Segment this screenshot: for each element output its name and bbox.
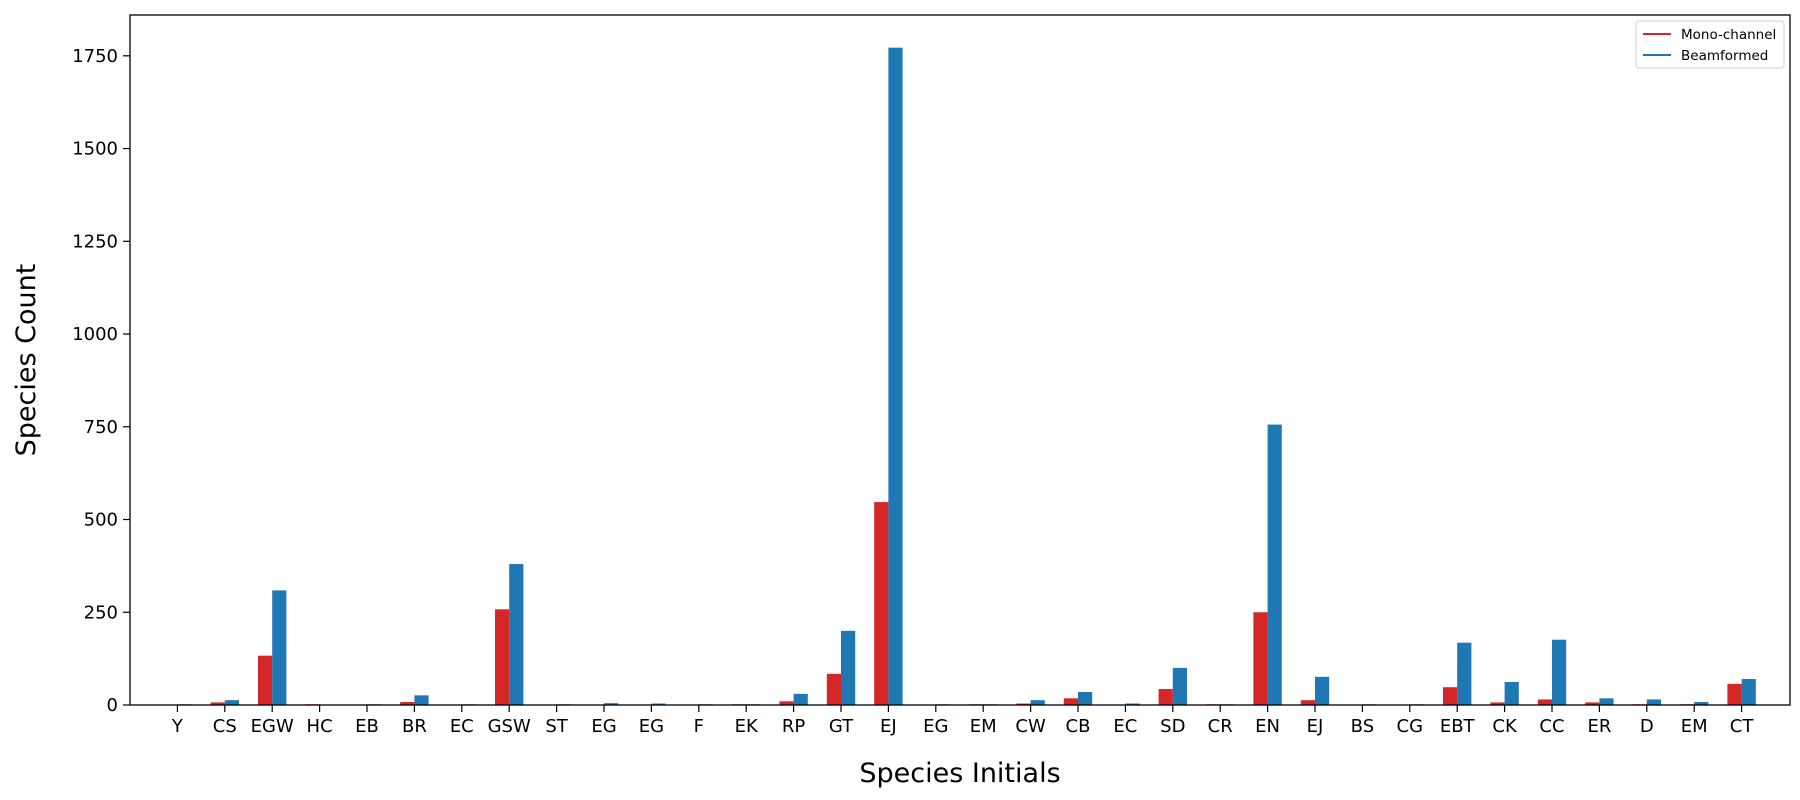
x-tick-label-30: ER (1587, 716, 1611, 737)
bar-mono-channel-13 (779, 701, 794, 705)
bar-beamformed-13 (793, 693, 808, 705)
y-axis-title: Species Count (11, 264, 42, 457)
x-tick-label-32: EM (1681, 716, 1708, 737)
x-tick-label-14: GT (829, 716, 854, 737)
legend-box (1635, 20, 1785, 69)
x-tick-label-10: EG (639, 716, 664, 737)
bar-mono-channel-27 (1443, 687, 1458, 705)
bar-beamformed-28 (1504, 682, 1519, 705)
bar-mono-channel-30 (1585, 702, 1600, 705)
x-tick-label-6: EC (450, 716, 474, 737)
bar-beamformed-29 (1552, 639, 1567, 705)
y-tick-label-750: 750 (84, 417, 118, 438)
x-tick-label-12: EK (735, 716, 759, 737)
bar-mono-channel-1 (210, 702, 225, 705)
y-tick-label-1000: 1000 (72, 324, 118, 345)
bar-mono-channel-33 (1727, 683, 1742, 705)
x-tick-label-16: EG (923, 716, 948, 737)
y-tick-label-500: 500 (84, 510, 118, 531)
plot-frame (129, 14, 1791, 706)
y-tick-label-250: 250 (84, 602, 118, 623)
bar-beamformed-32 (1694, 702, 1709, 705)
x-tick-label-13: RP (782, 716, 806, 737)
bars-layer (177, 47, 1756, 705)
y-tick-label-1250: 1250 (72, 231, 118, 252)
bar-beamformed-27 (1457, 642, 1472, 705)
y-tick-label-1500: 1500 (72, 139, 118, 160)
bar-mono-channel-23 (1253, 612, 1268, 705)
x-tick-label-27: EBT (1440, 716, 1476, 737)
ticks-layer: 0 250 500 750 1000 1250 1500 1750 Y CS EGW HC EB BR EC… (72, 46, 1754, 737)
legend-label-mono-channel: Mono-channel (1681, 27, 1776, 43)
bar-beamformed-9 (604, 703, 619, 705)
x-tick-label-31: D (1640, 716, 1654, 737)
x-tick-label-20: EC (1113, 716, 1137, 737)
x-tick-label-2: EGW (251, 716, 294, 737)
x-tick-label-1: CS (213, 716, 237, 737)
bar-beamformed-14 (841, 630, 856, 705)
x-tick-label-28: CK (1492, 716, 1518, 737)
x-tick-label-15: EJ (880, 716, 897, 737)
x-tick-label-11: F (694, 716, 704, 737)
bar-beamformed-15 (888, 47, 903, 705)
bar-beamformed-2 (272, 590, 287, 705)
bar-mono-channel-5 (400, 702, 415, 705)
x-axis-title: Species Initials (859, 758, 1060, 789)
x-tick-label-8: ST (545, 716, 568, 737)
bar-beamformed-7 (509, 564, 524, 705)
bar-beamformed-30 (1599, 698, 1614, 705)
bar-beamformed-20 (1125, 703, 1140, 705)
x-tick-label-26: CG (1397, 716, 1424, 737)
bar-beamformed-19 (1078, 692, 1093, 705)
bar-mono-channel-15 (874, 502, 889, 705)
x-tick-label-24: EJ (1307, 716, 1324, 737)
bar-mono-channel-2 (258, 655, 273, 705)
bar-beamformed-33 (1741, 679, 1756, 705)
bar-mono-channel-18 (1016, 703, 1031, 705)
x-tick-label-3: HC (307, 716, 333, 737)
bar-beamformed-10 (651, 703, 666, 705)
bar-mono-channel-7 (495, 609, 510, 705)
bar-beamformed-31 (1646, 699, 1661, 705)
bar-mono-channel-19 (1063, 698, 1078, 705)
x-tick-label-17: EM (970, 716, 997, 737)
bar-mono-channel-24 (1300, 700, 1315, 705)
x-tick-label-4: EB (355, 716, 379, 737)
x-tick-label-23: EN (1255, 716, 1280, 737)
bar-beamformed-1 (224, 700, 239, 705)
bar-beamformed-21 (1172, 667, 1187, 705)
x-tick-label-21: SD (1160, 716, 1185, 737)
bar-beamformed-5 (414, 695, 429, 705)
x-tick-label-0: Y (171, 716, 184, 737)
x-tick-label-29: CC (1539, 716, 1564, 737)
x-tick-label-18: CW (1015, 716, 1046, 737)
x-tick-label-22: CR (1208, 716, 1233, 737)
x-tick-label-25: BS (1351, 716, 1374, 737)
y-tick-label-0: 0 (107, 695, 118, 716)
bar-beamformed-23 (1267, 424, 1282, 705)
x-tick-label-5: BR (402, 716, 427, 737)
bar-mono-channel-29 (1537, 699, 1552, 705)
bar-mono-channel-28 (1490, 702, 1505, 705)
x-tick-label-7: GSW (488, 716, 531, 737)
bar-mono-channel-14 (826, 673, 841, 705)
x-tick-label-19: CB (1066, 716, 1091, 737)
legend: Mono-channel Beamformed (1635, 20, 1785, 69)
bar-beamformed-18 (1030, 700, 1045, 705)
x-tick-label-9: EG (591, 716, 616, 737)
x-tick-label-33: CT (1730, 716, 1755, 737)
bar-mono-channel-21 (1158, 689, 1173, 705)
y-tick-label-1750: 1750 (72, 46, 118, 67)
legend-label-beamformed: Beamformed (1681, 48, 1768, 64)
bar-beamformed-24 (1315, 676, 1330, 705)
